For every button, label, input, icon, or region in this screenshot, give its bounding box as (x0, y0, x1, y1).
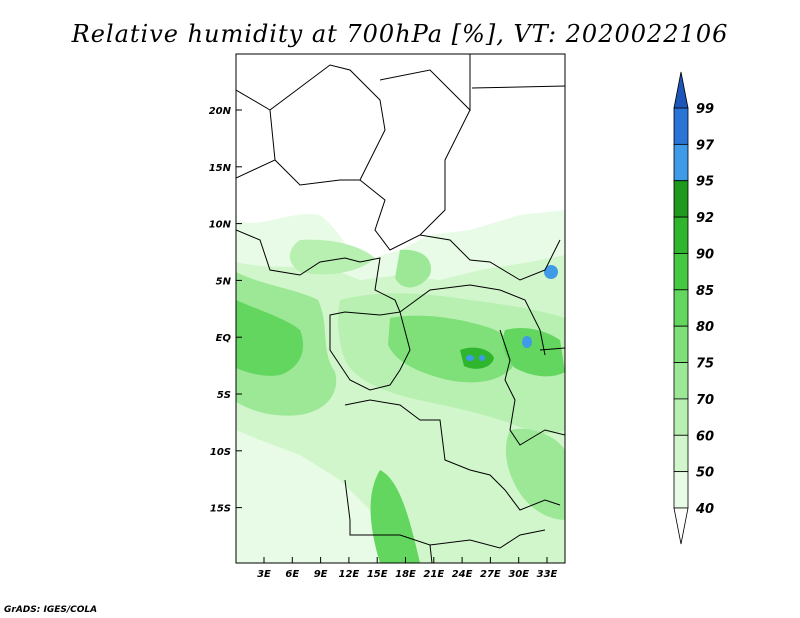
colorbar-label: 85 (696, 284, 714, 299)
colorbar-swatch (673, 180, 689, 218)
humidity-spot-congo (466, 355, 474, 361)
colorbar-label: 80 (696, 320, 714, 335)
colorbar-swatch (673, 289, 689, 327)
lat-tick-label: 20N (209, 106, 232, 117)
humidity-region-south-band (370, 470, 420, 563)
lat-tick-label: EQ (216, 333, 232, 344)
lon-tick-label: 30E (508, 569, 529, 580)
map-panel: 3E 6E 9E 12E 15E 18E 21E 24E 27E 30E 33E 20N 15N 10N… (209, 53, 566, 580)
colorbar-label: 75 (696, 357, 714, 372)
lat-tick-label: 10S (210, 447, 231, 458)
humidity-spot-congo-b (479, 355, 485, 361)
lon-tick-label: 15E (367, 569, 388, 580)
lon-tick-label: 12E (339, 569, 360, 580)
colorbar-top-arrow (673, 71, 689, 109)
colorbar: 99 97 95 92 90 85 80 75 70 60 50 40 (673, 71, 715, 545)
colorbar-swatch (673, 107, 689, 145)
humidity-region-cameroon (395, 249, 431, 288)
lon-tick-label: 6E (285, 569, 299, 580)
humidity-spot-rwanda (522, 336, 532, 348)
lon-tick-label: 33E (537, 569, 558, 580)
colorbar-swatch (673, 398, 689, 436)
lat-tick-label: 10N (209, 220, 232, 231)
lon-tick-label: 21E (423, 569, 444, 580)
humidity-region-gulf-core (236, 300, 304, 376)
colorbar-label: 60 (696, 429, 714, 444)
humidity-spot-uganda (544, 265, 558, 279)
colorbar-swatch (673, 143, 689, 182)
humidity-region-southeast (505, 428, 565, 520)
lat-tick-label: 15N (209, 163, 232, 174)
colorbar-label: 97 (696, 138, 715, 153)
humidity-region-lakes (503, 328, 565, 377)
lon-tick-label: 27E (480, 569, 501, 580)
colorbar-label: 70 (696, 393, 714, 408)
colorbar-swatch (673, 325, 689, 363)
humidity-region-north-bands (289, 239, 375, 275)
lat-tick-label: 5N (216, 276, 232, 287)
colorbar-swatch (673, 253, 689, 291)
colorbar-label: 90 (696, 247, 714, 262)
lon-tick-label: 9E (314, 569, 328, 580)
colorbar-swatch (673, 216, 689, 254)
longitude-axis: 3E 6E 9E 12E 15E 18E 21E 24E 27E 30E 33E (257, 557, 558, 580)
colorbar-label: 99 (696, 102, 714, 117)
colorbar-label: 92 (696, 211, 714, 226)
lat-tick-label: 5S (217, 390, 231, 401)
map-frame (235, 53, 566, 564)
lat-tick-label: 15S (210, 504, 231, 515)
colorbar-label: 40 (695, 502, 714, 517)
colorbar-label: 95 (696, 175, 714, 190)
country-borders (236, 54, 565, 563)
lon-tick-label: 18E (395, 569, 416, 580)
colorbar-bottom-arrow (673, 507, 689, 545)
colorbar-swatch (673, 362, 689, 400)
lon-tick-label: 24E (452, 569, 473, 580)
humidity-field (236, 210, 565, 563)
map-title: Relative humidity at 700hPa [%], VT: 202… (71, 20, 729, 48)
credit-label: GrADS: IGES/COLA (4, 605, 97, 615)
colorbar-swatch (673, 434, 689, 473)
latitude-axis: 20N 15N 10N 5N EQ 5S 10S 15S (209, 106, 242, 515)
humidity-region-lakes-core (460, 347, 494, 369)
lon-tick-label: 3E (257, 569, 271, 580)
colorbar-swatch (673, 471, 689, 509)
colorbar-label: 50 (696, 466, 714, 481)
